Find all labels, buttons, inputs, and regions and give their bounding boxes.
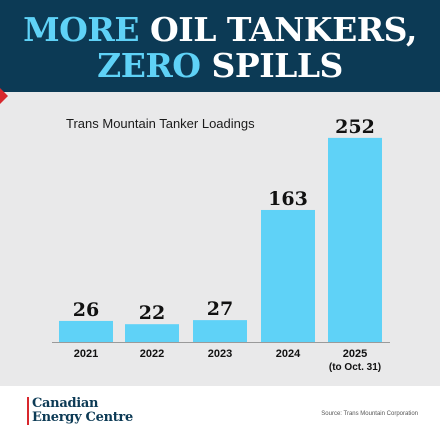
headline-accent-more: MORE	[23, 10, 140, 49]
logo-text-energy-centre: Energy Centre	[32, 410, 133, 425]
bar-2023	[193, 320, 247, 342]
value-label-2024: 163	[268, 188, 308, 210]
headline-oil-tankers: OIL TANKERS,	[150, 10, 417, 49]
footer	[0, 386, 440, 440]
bar-2022	[125, 324, 179, 342]
chart-title: Trans Mountain Tanker Loadings	[66, 116, 255, 131]
bar-2025	[328, 137, 382, 342]
bar-2024	[261, 209, 315, 342]
bar-2021	[59, 320, 113, 342]
bar-chart: Trans Mountain Tanker Loadings 26 2021 22 20…	[52, 116, 390, 373]
headline-banner: MORE OIL TANKERS, ZERO SPILLS	[0, 0, 440, 92]
category-label-2021: 2021	[74, 348, 98, 360]
value-label-2022: 22	[139, 302, 165, 324]
category-label-2024: 2024	[276, 348, 301, 360]
value-label-2021: 26	[73, 299, 99, 321]
headline-spills: SPILLS	[211, 46, 344, 85]
red-corner-marker	[0, 88, 8, 104]
logo-red-bar	[27, 397, 29, 425]
category-label-2023: 2023	[208, 348, 232, 360]
logo-text-canadian: Canadian	[32, 396, 99, 411]
headline-line-2: ZERO SPILLS	[0, 48, 440, 84]
source-note: Source: Trans Mountain Corporation	[321, 411, 418, 417]
category-label-2022: 2022	[140, 348, 164, 360]
category-label-2025: 2025	[343, 348, 367, 360]
headline-line-1: MORE OIL TANKERS,	[0, 12, 440, 48]
category-sublabel-2025: (to Oct. 31)	[329, 362, 381, 373]
headline-accent-zero: ZERO	[97, 46, 201, 85]
value-label-2025: 252	[335, 116, 375, 138]
value-label-2023: 27	[207, 298, 233, 320]
